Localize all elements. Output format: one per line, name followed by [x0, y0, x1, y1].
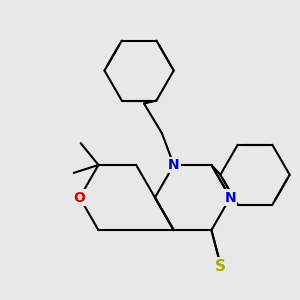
- Text: S: S: [215, 259, 226, 274]
- Text: N: N: [224, 190, 236, 205]
- Text: O: O: [74, 190, 85, 205]
- Text: N: N: [168, 158, 180, 172]
